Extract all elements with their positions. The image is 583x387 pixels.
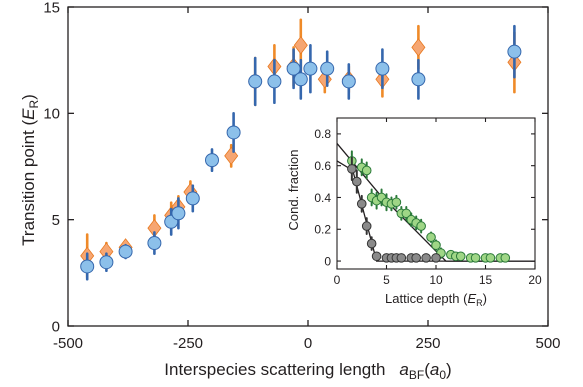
circle-point [320,61,335,76]
x-tick-label: -500 [53,335,83,352]
circle-point [485,253,496,263]
y-tick-label: 15 [43,0,60,16]
circle-point [507,44,522,59]
circle-point [396,253,407,263]
circle-point [361,165,372,176]
inset-y-axis-title: Cond. fraction [286,150,301,231]
circle-point [470,253,481,263]
y-tick-label: 0.2 [314,223,331,237]
plot-frame [67,6,549,327]
x-tick-label: 5 [383,273,390,287]
circle-point [99,255,114,270]
x-tick-label: 0 [304,335,312,352]
circle-point [286,61,301,76]
circle-point [267,74,282,89]
x-tick-label: 250 [415,335,440,352]
y-tick-label: 0.6 [314,159,331,173]
diamond-point [411,38,426,57]
y-tick-label: 0.8 [314,127,331,141]
circle-point [391,197,402,208]
circle-point [356,199,367,209]
circle-point [431,253,441,263]
circle-point [431,240,441,250]
circle-point [500,253,511,263]
circle-point [421,253,431,263]
circle-point [226,125,241,140]
plot-frame [336,117,536,270]
circle-point [426,232,436,243]
fit-line [336,160,535,262]
circle-point [411,253,422,263]
circle-point [411,72,426,87]
circle-point [303,61,318,76]
circle-point [118,244,133,259]
y-tick-label: 0 [52,318,60,335]
circle-point [147,236,162,251]
x-tick-label: -250 [173,335,203,352]
x-tick-label: 20 [528,273,542,287]
circle-point [371,251,382,262]
circle-point [205,153,219,168]
circle-point [375,61,390,76]
inset-x-axis-title: Lattice depth (ER) [385,291,487,308]
circle-point [293,72,308,87]
circle-point [171,206,186,221]
circle-point [455,251,466,262]
circle-point [185,191,200,206]
x-tick-label: 10 [429,273,443,287]
y-tick-label: 0 [324,254,331,268]
x-tick-label: 0 [334,273,341,287]
y-tick-label: 5 [52,212,60,229]
circle-point [352,176,362,187]
diamond-point [293,36,308,55]
circle-point [366,238,377,249]
diamond-point [224,146,239,166]
y-tick-label: 10 [43,106,60,123]
y-tick-label: 0.4 [314,191,331,205]
circle-point [347,164,357,174]
x-axis-title: Interspecies scattering length aBF(a0) [164,360,451,382]
circle-point [248,74,263,89]
inset-plot: 0 5 10 15 20 0 0.2 0.4 0.6 0.8 Lattice depth (ER) C… [286,117,542,308]
x-tick-label: 15 [479,273,493,287]
circle-point [341,74,356,89]
circle-point [361,221,372,231]
circle-point [401,208,412,219]
circle-point [80,259,95,274]
y-axis-title: Transition point (ER) [19,94,41,246]
x-tick-label: 500 [535,335,560,352]
circle-point [416,221,426,231]
